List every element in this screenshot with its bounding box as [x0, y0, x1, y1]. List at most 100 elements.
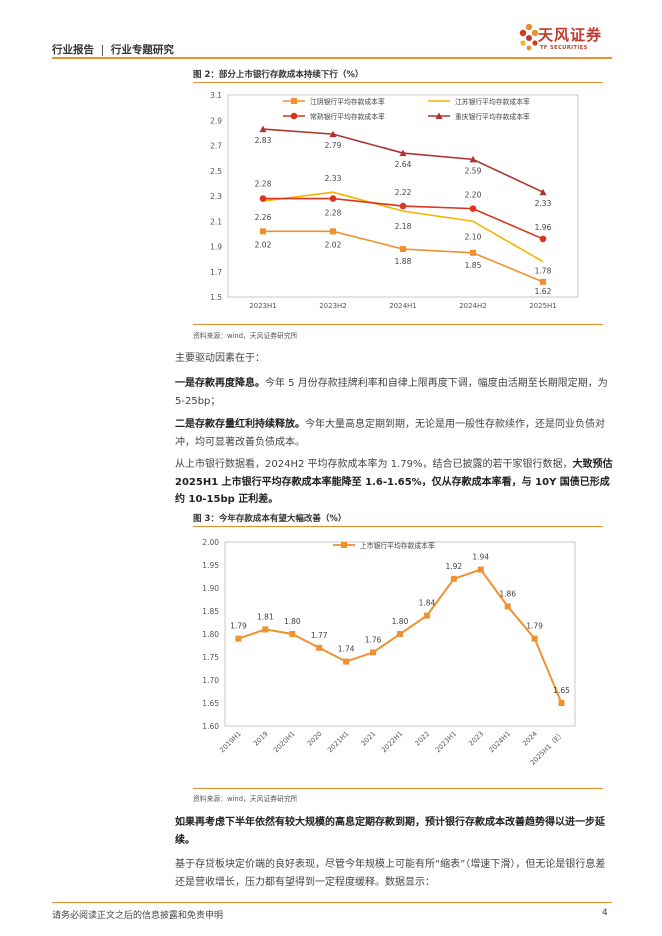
- plot-frame: [227, 94, 579, 298]
- y-tick-label: 2.3: [210, 192, 222, 201]
- x-tick-label: 2024H2: [459, 302, 487, 310]
- data-point: [539, 235, 547, 243]
- data-point: [235, 635, 242, 642]
- figure3-title: 图 3：今年存款成本有望大幅改善（%）: [193, 514, 347, 524]
- data-label: 1.94: [472, 553, 489, 562]
- report-category: 行业专题研究: [110, 44, 174, 56]
- x-tick-label: 2022H1: [380, 730, 405, 755]
- x-tick-label: 2024H1: [389, 302, 417, 310]
- data-label: 2.59: [465, 166, 482, 175]
- data-point: [260, 228, 266, 235]
- y-tick-label: 2.1: [210, 217, 222, 226]
- x-tick-label: 2023: [467, 730, 485, 748]
- header-divider: [52, 57, 612, 59]
- paragraph-driver-2: 二是存款存量红利持续释放。今年大量高息定期到期，无论是用一般性存款续作，还是同业…: [175, 419, 605, 448]
- x-tick-label: 2020: [306, 730, 324, 748]
- figure3-source: 资料来源：wind，天风证券研究所: [193, 795, 298, 803]
- x-tick-label: 2024: [521, 730, 539, 748]
- data-point: [330, 228, 336, 235]
- figure2-source: 资料来源：wind，天风证券研究所: [193, 332, 298, 340]
- data-label: 2.79: [325, 141, 342, 150]
- data-point: [399, 149, 407, 157]
- footer-disclaimer: 请务必阅读正文之后的信息披露和免责申明: [52, 911, 224, 921]
- data-label: 2.20: [465, 191, 482, 200]
- y-tick-label: 1.75: [202, 653, 219, 662]
- legend-label: 常熟银行平均存款成本率: [310, 112, 385, 121]
- y-tick-label: 1.5: [210, 293, 222, 302]
- x-tick-label: 2023H1: [434, 730, 459, 755]
- data-point: [259, 195, 267, 202]
- legend-swatch-marker: [341, 542, 347, 548]
- legend-label: 江苏银行平均存款成本率: [455, 97, 530, 106]
- series-line: [262, 191, 544, 263]
- data-point: [504, 603, 511, 610]
- y-tick-label: 2.9: [210, 116, 222, 125]
- data-label: 1.85: [465, 261, 482, 270]
- paragraph-estimate: 从上市银行数据看，2024H2 平均存款成本率为 1.79%，结合已披露的若干家…: [175, 459, 613, 505]
- page-number: 4: [602, 908, 608, 918]
- legend-swatch-marker: [291, 98, 297, 104]
- figure2-title: 图 2：部分上市银行存款成本持续下行（%）: [193, 70, 364, 80]
- company-logo: [519, 20, 639, 60]
- data-label: 1.86: [499, 589, 516, 598]
- logo-text-cn: 天风证券: [538, 26, 603, 44]
- legend-swatch-marker: [435, 112, 443, 119]
- paragraph-driver-1: 一是存款再度降息。今年 5 月份存款挂牌利率和自律上限再度下调，幅度由活期至长期…: [175, 378, 608, 407]
- data-point: [397, 631, 403, 637]
- data-label: 2.64: [395, 160, 412, 169]
- x-tick-label: 2025H1: [529, 302, 557, 310]
- y-tick-label: 1.65: [202, 699, 219, 708]
- x-tick-label: 2019: [252, 730, 270, 748]
- data-label: 1.84: [419, 599, 436, 608]
- y-tick-label: 1.70: [202, 676, 219, 685]
- y-tick-label: 1.7: [210, 268, 222, 277]
- data-point: [540, 278, 546, 285]
- data-point: [450, 575, 457, 582]
- y-tick-label: 1.80: [202, 630, 219, 639]
- logo-flower-icon: [519, 23, 539, 51]
- x-tick-label: 2023H2: [319, 302, 347, 310]
- y-tick-label: 2.7: [210, 142, 222, 151]
- data-point: [329, 130, 337, 138]
- y-tick-label: 1.95: [202, 561, 219, 570]
- figure2-top-rule: [193, 82, 603, 83]
- y-tick-label: 1.85: [202, 607, 219, 616]
- data-point: [558, 700, 565, 706]
- paragraph-drivers-intro: 主要驱动因素在于：: [175, 353, 265, 364]
- x-tick-label: 2020H1: [272, 730, 297, 755]
- data-point: [469, 155, 477, 163]
- y-tick-label: 3.1: [210, 91, 222, 100]
- data-label: 1.88: [395, 257, 412, 266]
- data-label: 1.76: [365, 635, 382, 644]
- data-point: [259, 125, 267, 133]
- data-point: [477, 566, 484, 573]
- legend-label: 重庆银行平均存款成本率: [455, 112, 530, 121]
- data-label: 2.33: [325, 174, 342, 183]
- logo-text-en: TF SECURITIES: [540, 45, 588, 51]
- data-point: [469, 205, 477, 212]
- data-label: 2.28: [325, 209, 342, 218]
- y-tick-label: 1.90: [202, 584, 219, 593]
- data-label: 2.18: [395, 222, 412, 231]
- data-label: 2.02: [255, 240, 272, 249]
- report-header: 行业报告 | 行业专题研究: [52, 42, 174, 57]
- data-label: 2.10: [465, 232, 482, 241]
- figure3-bottom-rule: [193, 788, 603, 789]
- paragraph-conclusion: 基于存贷板块定价端的良好表现，尽管今年规模上可能有所“缩表”（增速下滑），但无论…: [175, 859, 606, 888]
- data-point: [470, 249, 476, 256]
- data-point: [423, 612, 430, 619]
- data-label: 2.33: [535, 199, 552, 208]
- footer-divider: [52, 902, 612, 903]
- figure2-bottom-rule: [193, 324, 603, 325]
- y-tick-label: 1.60: [202, 722, 219, 731]
- data-label: 1.79: [526, 622, 543, 631]
- x-tick-label: 2021: [360, 730, 378, 748]
- data-point: [316, 644, 323, 651]
- header-separator: |: [100, 44, 105, 56]
- report-type: 行业报告: [52, 44, 94, 56]
- data-label: 1.74: [338, 645, 355, 654]
- data-point: [399, 202, 407, 210]
- data-point: [531, 635, 538, 642]
- data-label: 1.96: [535, 223, 552, 232]
- x-tick-label: 2019H1: [218, 730, 243, 755]
